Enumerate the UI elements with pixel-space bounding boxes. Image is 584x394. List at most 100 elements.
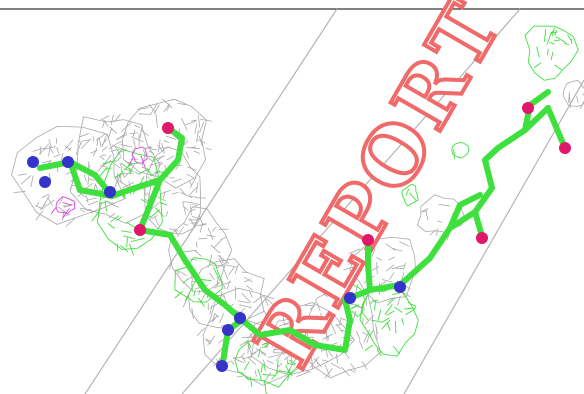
mesh-edge — [60, 152, 64, 161]
oxygen-atom — [559, 142, 571, 154]
mesh-edge — [162, 191, 166, 199]
mesh-edge — [157, 196, 166, 202]
mesh-edge — [348, 263, 354, 265]
mesh-edge — [570, 38, 573, 44]
mesh-cage — [121, 98, 207, 189]
mesh-edge — [99, 166, 108, 177]
nitrogen-atom — [104, 186, 116, 198]
mesh-edge — [195, 182, 199, 194]
mesh-edge — [114, 173, 123, 178]
mesh-edge — [405, 308, 416, 316]
mesh-edge — [403, 307, 416, 310]
mesh-edge — [134, 171, 140, 175]
mesh-edge — [43, 146, 56, 150]
mesh-edge — [353, 303, 363, 309]
mesh-edge — [351, 310, 357, 325]
mesh-cage — [55, 196, 76, 215]
mesh-edge — [140, 129, 149, 137]
mesh-edge — [327, 350, 334, 358]
mesh-edge — [347, 276, 353, 282]
mesh-edge — [316, 315, 319, 323]
mesh-edge — [47, 197, 53, 207]
mesh-edge — [563, 42, 570, 46]
mesh-edge — [546, 31, 553, 45]
mesh-edge — [234, 263, 239, 274]
mesh-edge — [287, 368, 291, 381]
mesh-edge — [313, 358, 322, 368]
mesh-cage — [168, 206, 233, 292]
mesh-edge — [160, 189, 171, 195]
mesh-edge — [243, 276, 254, 283]
mesh-edge — [241, 355, 246, 363]
mesh-edge — [212, 267, 220, 279]
mesh-edge — [98, 137, 102, 147]
mesh-edge — [42, 194, 51, 207]
mesh-edge — [257, 368, 262, 381]
mesh-edge — [369, 330, 374, 337]
mesh-edge — [99, 165, 106, 168]
mesh-edge — [175, 163, 181, 170]
mesh-cage — [96, 148, 163, 250]
mesh-edge — [351, 304, 358, 309]
mesh-edge — [249, 290, 253, 298]
mesh-edge — [191, 282, 193, 291]
mesh-edge — [385, 243, 396, 251]
mesh-edge — [554, 64, 562, 71]
mesh-edge — [103, 120, 109, 128]
mesh-edge — [154, 216, 160, 226]
mesh-edge — [116, 243, 119, 252]
mesh-edge — [325, 313, 334, 317]
mesh-edge — [536, 46, 540, 58]
mesh-edge — [205, 147, 212, 151]
mesh-edge — [48, 173, 52, 181]
mesh-edge — [272, 345, 278, 352]
mesh-edge — [157, 144, 165, 154]
mesh-edge — [198, 214, 203, 225]
oxygen-atom — [522, 102, 534, 114]
mesh-edge — [150, 202, 159, 211]
mesh-edge — [83, 174, 87, 183]
mesh-edge — [183, 223, 189, 226]
mesh-edge — [335, 323, 343, 327]
mesh-edge — [101, 146, 108, 152]
mesh-edge — [330, 362, 342, 370]
mesh-edge — [163, 139, 170, 143]
mesh-edge — [260, 363, 263, 373]
mesh-edge — [339, 317, 342, 325]
mesh-edge — [331, 293, 340, 304]
mesh-edge — [95, 184, 98, 191]
mesh-edge — [362, 332, 369, 336]
mesh-edge — [166, 104, 170, 112]
mesh-edge — [213, 284, 222, 289]
mesh-edge — [290, 316, 299, 326]
mesh-edge — [216, 279, 219, 287]
mesh-edge — [371, 319, 382, 323]
mesh-edge — [343, 266, 355, 271]
mesh-edge — [120, 168, 125, 177]
mesh-edge — [210, 302, 220, 309]
mesh-edge — [239, 304, 252, 309]
mesh-edge — [243, 361, 250, 371]
mesh-edge — [113, 113, 121, 123]
mesh-edge — [288, 359, 296, 365]
mesh-edge — [197, 115, 201, 128]
mesh-edge — [284, 311, 292, 322]
mesh-edge — [374, 299, 377, 311]
mesh-edge — [158, 139, 161, 153]
mesh-edge — [260, 351, 267, 357]
mesh-edge — [309, 305, 315, 310]
mesh-edge — [380, 317, 390, 324]
nitrogen-atom — [62, 156, 74, 168]
mesh-edge — [323, 326, 329, 339]
mesh-edge — [193, 290, 196, 297]
nitrogen-atom — [234, 312, 246, 324]
mesh-edge — [322, 333, 334, 340]
mesh-edge — [371, 248, 376, 257]
nitrogen-atom — [39, 176, 51, 188]
mesh-edge — [171, 178, 182, 183]
mesh-edge — [139, 125, 143, 138]
mesh-edge — [247, 320, 260, 325]
mesh-edge — [276, 360, 279, 374]
mesh-edge — [20, 175, 32, 185]
